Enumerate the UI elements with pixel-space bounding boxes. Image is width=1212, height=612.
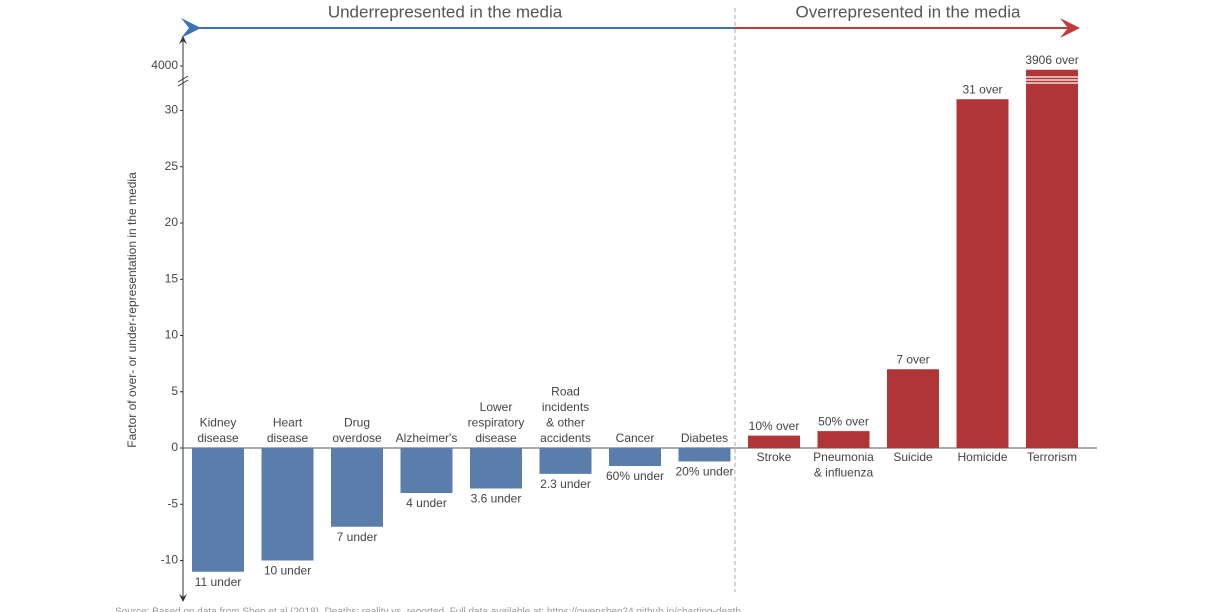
x-tick-label: Lower respiratory disease bbox=[468, 400, 525, 445]
y-tick-label: 5 bbox=[171, 384, 178, 398]
bar bbox=[678, 448, 731, 462]
value-label: 20% under bbox=[675, 465, 733, 479]
x-tick-label: Terrorism bbox=[1027, 450, 1077, 464]
value-label: 50% over bbox=[818, 414, 869, 428]
bar bbox=[609, 448, 661, 466]
annotation: Overrepresented in the media bbox=[796, 2, 1021, 21]
y-tick-label: -10 bbox=[161, 553, 179, 567]
y-tick-label: 0 bbox=[171, 440, 178, 454]
x-tick-label: Pneumonia & influenza bbox=[813, 450, 874, 480]
x-tick-label: Diabetes bbox=[681, 431, 728, 445]
bar bbox=[956, 99, 1009, 448]
value-label: 7 over bbox=[896, 352, 929, 366]
bar bbox=[331, 448, 383, 527]
x-tick-label: Alzheimer's bbox=[396, 431, 458, 445]
bar bbox=[748, 435, 800, 448]
y-tick-label: 20 bbox=[165, 215, 179, 229]
y-tick-label: 25 bbox=[165, 159, 179, 173]
bar bbox=[470, 448, 522, 489]
bar bbox=[1026, 69, 1078, 448]
value-label: 2.3 under bbox=[540, 477, 591, 491]
axis-break bbox=[177, 79, 189, 87]
bar bbox=[192, 448, 244, 572]
x-tick-label: Homicide bbox=[957, 450, 1007, 464]
x-tick-label: Suicide bbox=[893, 450, 933, 464]
bar bbox=[539, 448, 592, 474]
y-axis-label: Factor of over- or under-representation … bbox=[125, 172, 139, 448]
y-tick-label: 10 bbox=[165, 328, 179, 342]
bar bbox=[887, 369, 939, 448]
x-tick-label: Road incidents & other accidents bbox=[540, 385, 591, 446]
value-label: 3.6 under bbox=[471, 492, 522, 506]
value-label: 10 under bbox=[264, 564, 311, 578]
bar bbox=[817, 431, 870, 448]
value-label: 3906 over bbox=[1025, 53, 1078, 67]
value-label: 7 under bbox=[337, 530, 378, 544]
bar bbox=[261, 448, 314, 561]
value-label: 31 over bbox=[962, 82, 1002, 96]
y-tick-label: 15 bbox=[165, 271, 179, 285]
value-label: 60% under bbox=[606, 469, 664, 483]
y-tick-label: 4000 bbox=[151, 58, 178, 72]
x-tick-label: Cancer bbox=[616, 431, 655, 445]
value-label: 10% over bbox=[749, 419, 800, 433]
bar bbox=[400, 448, 453, 493]
y-tick-label: -5 bbox=[167, 496, 178, 510]
x-tick-label: Drug overdose bbox=[332, 416, 382, 446]
x-tick-label: Kidney disease bbox=[197, 416, 239, 446]
value-label: 4 under bbox=[406, 496, 447, 510]
value-label: 11 under bbox=[195, 575, 241, 589]
y-tick-label: 30 bbox=[165, 103, 179, 117]
axis-break bbox=[177, 75, 189, 83]
x-tick-label: Stroke bbox=[757, 450, 792, 464]
annotation: Underrepresented in the media bbox=[328, 2, 563, 21]
x-tick-label: Heart disease bbox=[267, 416, 309, 446]
source: Source: Based on data from Shen et al (2… bbox=[115, 607, 741, 612]
